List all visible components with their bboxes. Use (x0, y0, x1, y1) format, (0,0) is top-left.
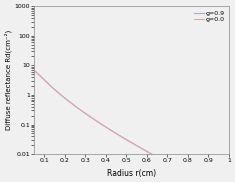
g=0.0 (31, 68, 33, 70)
Line: g=0.9: g=0.9 (32, 69, 229, 182)
g=0.9 (31, 68, 33, 70)
g=0.0 (188, 173, 191, 175)
g=0.9 (166, 161, 169, 164)
g=0.0 (51, 86, 54, 88)
g=0.0 (184, 171, 187, 173)
Legend: g=0.9, g=0.0: g=0.9, g=0.0 (193, 9, 226, 23)
g=0.9 (110, 130, 113, 132)
Y-axis label: Diffuse reflectance Rd(cm⁻²): Diffuse reflectance Rd(cm⁻²) (4, 30, 12, 130)
g=0.0 (117, 134, 120, 136)
g=0.0 (166, 161, 169, 164)
Line: g=0.0: g=0.0 (32, 69, 229, 182)
X-axis label: Radius r(cm): Radius r(cm) (107, 169, 156, 178)
g=0.0 (110, 130, 113, 132)
g=0.9 (188, 173, 191, 175)
g=0.9 (51, 86, 54, 88)
g=0.9 (184, 171, 187, 173)
g=0.9 (117, 134, 120, 136)
